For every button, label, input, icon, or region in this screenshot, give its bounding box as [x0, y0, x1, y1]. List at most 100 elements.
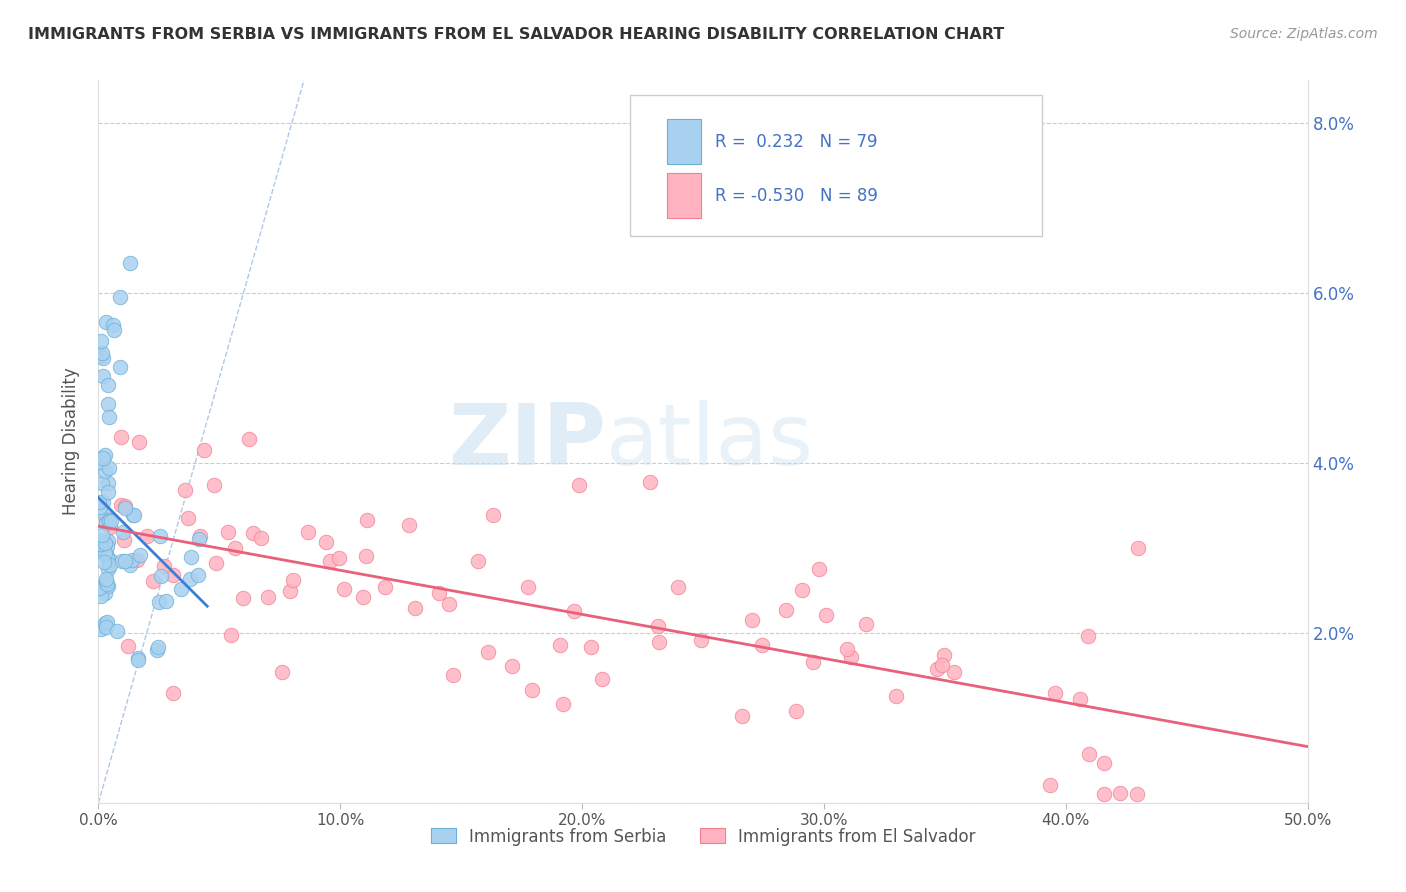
Point	[477, 645, 499, 659]
Point	[238, 432, 260, 446]
Point	[146, 640, 169, 654]
Point	[114, 499, 136, 513]
Point	[91, 528, 114, 542]
Point	[647, 619, 669, 633]
Point	[591, 672, 613, 686]
Text: IMMIGRANTS FROM SERBIA VS IMMIGRANTS FROM EL SALVADOR HEARING DISABILITY CORRELA: IMMIGRANTS FROM SERBIA VS IMMIGRANTS FRO…	[28, 27, 1004, 42]
Point	[90, 334, 112, 348]
Point	[398, 517, 420, 532]
Point	[170, 582, 193, 596]
Point	[180, 550, 202, 565]
Point	[98, 460, 121, 475]
Point	[114, 554, 136, 568]
Point	[790, 583, 813, 598]
Point	[124, 508, 146, 522]
Point	[751, 638, 773, 652]
Point	[177, 511, 200, 525]
Point	[1126, 787, 1149, 801]
Point	[94, 572, 117, 586]
Point	[741, 614, 763, 628]
Point	[98, 558, 121, 573]
Point	[91, 476, 114, 491]
Point	[142, 574, 165, 588]
Point	[1039, 778, 1062, 792]
Point	[149, 569, 172, 583]
Point	[105, 624, 128, 638]
Point	[94, 536, 117, 550]
Point	[97, 397, 120, 411]
Point	[89, 495, 111, 509]
Point	[232, 591, 254, 605]
Point	[89, 533, 111, 548]
Point	[91, 351, 114, 365]
Point	[187, 533, 209, 547]
Point	[328, 551, 350, 566]
Point	[94, 464, 117, 478]
Point	[1092, 787, 1115, 801]
Point	[103, 323, 125, 337]
Point	[501, 658, 523, 673]
Point	[839, 649, 862, 664]
Point	[112, 533, 135, 548]
Point	[90, 589, 112, 603]
Point	[271, 665, 294, 679]
Point	[90, 622, 112, 636]
Point	[90, 349, 112, 363]
Point	[332, 582, 354, 597]
Point	[1043, 686, 1066, 700]
Point	[90, 537, 112, 551]
Point	[101, 318, 124, 332]
Point	[96, 577, 118, 591]
Point	[174, 483, 197, 498]
Point	[437, 597, 460, 611]
Point	[98, 519, 121, 533]
Point	[94, 448, 117, 462]
Point	[94, 516, 117, 530]
Point	[91, 369, 114, 384]
Point	[562, 604, 585, 618]
Text: Source: ZipAtlas.com: Source: ZipAtlas.com	[1230, 27, 1378, 41]
Point	[162, 685, 184, 699]
Point	[1092, 756, 1115, 771]
Point	[114, 501, 136, 516]
Point	[128, 435, 150, 450]
Point	[354, 549, 377, 564]
Text: atlas: atlas	[606, 400, 814, 483]
Point	[808, 562, 831, 576]
Point	[579, 640, 602, 655]
Point	[356, 513, 378, 527]
Point	[97, 562, 120, 576]
Point	[155, 593, 177, 607]
Point	[517, 581, 540, 595]
Point	[87, 581, 110, 595]
Point	[129, 548, 152, 562]
Point	[121, 553, 143, 567]
Point	[97, 378, 120, 392]
Point	[522, 682, 544, 697]
Point	[97, 534, 120, 549]
FancyBboxPatch shape	[666, 120, 700, 164]
Point	[117, 640, 139, 654]
Point	[89, 541, 111, 555]
Point	[98, 553, 121, 567]
Point	[122, 508, 145, 523]
Point	[666, 580, 689, 594]
Point	[89, 500, 111, 515]
Point	[482, 508, 505, 523]
Point	[551, 698, 574, 712]
Point	[775, 603, 797, 617]
Point	[731, 709, 754, 723]
Point	[188, 529, 211, 543]
Point	[548, 638, 571, 652]
Point	[814, 607, 837, 622]
Point	[96, 549, 118, 564]
Point	[96, 315, 118, 329]
Point	[785, 704, 807, 718]
Point	[249, 531, 271, 545]
Point	[219, 628, 242, 642]
Point	[91, 345, 114, 359]
Point	[98, 410, 121, 425]
Point	[120, 558, 142, 572]
Text: ZIP: ZIP	[449, 400, 606, 483]
Point	[568, 478, 591, 492]
